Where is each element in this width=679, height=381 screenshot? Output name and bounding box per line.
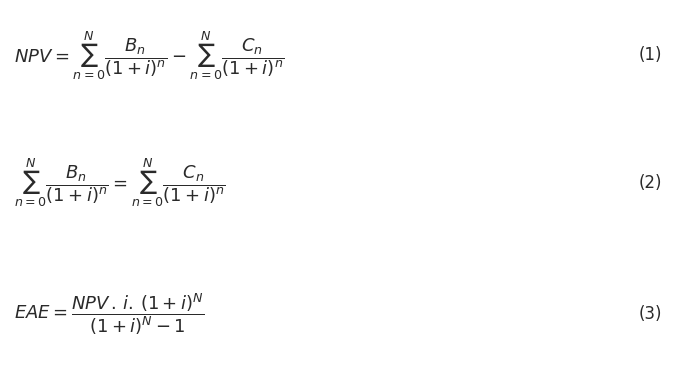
Text: $NPV = \sum_{n=0}^{N} \dfrac{B_n}{(1+i)^n} - \sum_{n=0}^{N} \dfrac{C_n}{(1+i)^n}: $NPV = \sum_{n=0}^{N} \dfrac{B_n}{(1+i)^… <box>14 29 284 82</box>
Text: $\sum_{n=0}^{N} \dfrac{B_n}{(1+i)^n} = \sum_{n=0}^{N} \dfrac{C_n}{(1+i)^n}$: $\sum_{n=0}^{N} \dfrac{B_n}{(1+i)^n} = \… <box>14 156 225 210</box>
Text: $EAE = \dfrac{NPV{\,}.\,i.\,(1+i)^N}{(1+i)^N - 1}$: $EAE = \dfrac{NPV{\,}.\,i.\,(1+i)^N}{(1+… <box>14 291 204 337</box>
Text: (1): (1) <box>638 46 662 64</box>
Text: (3): (3) <box>638 305 662 323</box>
Text: (2): (2) <box>638 174 662 192</box>
